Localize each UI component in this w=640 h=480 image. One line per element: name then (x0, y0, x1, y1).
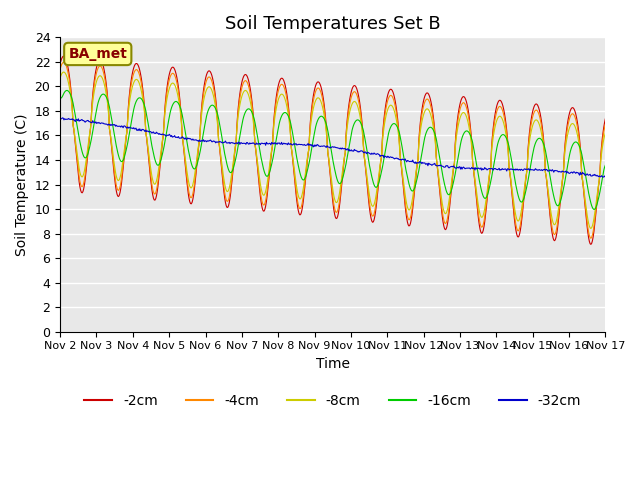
-8cm (123, 129, 131, 134)
-32cm (207, 138, 215, 144)
-32cm (56, 115, 64, 121)
-8cm (60, 69, 68, 75)
-4cm (400, 184, 408, 190)
-32cm (67, 117, 75, 122)
-16cm (602, 162, 609, 168)
Line: -2cm: -2cm (60, 56, 605, 244)
-16cm (590, 206, 598, 212)
-2cm (400, 187, 408, 193)
Line: -32cm: -32cm (60, 118, 605, 177)
Text: BA_met: BA_met (68, 47, 127, 61)
-32cm (416, 159, 424, 165)
-4cm (56, 66, 64, 72)
X-axis label: Time: Time (316, 357, 349, 371)
-8cm (67, 94, 75, 99)
-8cm (56, 75, 64, 81)
Y-axis label: Soil Temperature (C): Soil Temperature (C) (15, 113, 29, 256)
Line: -16cm: -16cm (60, 90, 605, 209)
-32cm (400, 157, 408, 163)
-2cm (587, 241, 595, 247)
-2cm (207, 70, 215, 76)
-16cm (56, 96, 64, 101)
-2cm (67, 85, 75, 91)
-16cm (179, 112, 186, 118)
-16cm (207, 103, 215, 108)
-8cm (602, 130, 609, 136)
Line: -4cm: -4cm (60, 62, 605, 238)
-4cm (60, 60, 68, 65)
-4cm (123, 129, 131, 135)
-8cm (207, 86, 215, 92)
Title: Soil Temperatures Set B: Soil Temperatures Set B (225, 15, 440, 33)
-4cm (179, 134, 186, 140)
-16cm (67, 92, 75, 98)
-4cm (602, 121, 609, 127)
-16cm (416, 164, 424, 169)
-32cm (602, 174, 609, 180)
-2cm (60, 53, 68, 59)
Line: -8cm: -8cm (60, 72, 605, 228)
-2cm (602, 116, 609, 122)
-32cm (59, 115, 67, 121)
-2cm (416, 128, 424, 134)
-32cm (599, 174, 607, 180)
-32cm (123, 125, 131, 131)
-4cm (67, 88, 75, 94)
-8cm (179, 133, 186, 139)
-8cm (400, 180, 408, 185)
-16cm (400, 153, 408, 159)
Legend: -2cm, -4cm, -8cm, -16cm, -32cm: -2cm, -4cm, -8cm, -16cm, -32cm (79, 389, 587, 414)
-16cm (63, 87, 71, 93)
-2cm (123, 129, 131, 135)
-32cm (179, 134, 186, 140)
-4cm (416, 131, 424, 136)
-4cm (207, 76, 215, 82)
-2cm (56, 61, 64, 67)
-8cm (587, 226, 595, 231)
-4cm (587, 235, 595, 241)
-16cm (123, 144, 131, 150)
-8cm (416, 135, 424, 141)
-2cm (179, 134, 186, 140)
